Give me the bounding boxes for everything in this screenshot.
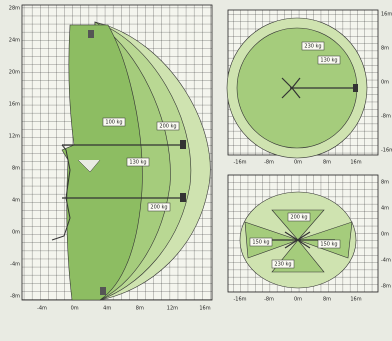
y-tick-label: 12m: [9, 134, 20, 140]
mast: [51, 144, 71, 241]
x-tick-label: -16m: [233, 160, 246, 166]
load-label: 200 kg: [159, 124, 176, 130]
label-box: [271, 259, 295, 269]
top-view: 230 kg 130 kg: [226, 9, 379, 159]
x-tick-label: 0m: [294, 297, 302, 303]
y-tick-label: -16m: [381, 148, 392, 154]
x-tick-label: 16m: [199, 306, 210, 312]
x-tick-label: -8m: [264, 297, 274, 303]
basket: [180, 140, 186, 149]
y-tick-label: -8m: [381, 284, 391, 290]
y-tick-label: 16m: [9, 102, 20, 108]
label-box: [317, 239, 341, 249]
side-view: 100 kg 200 kg 130 kg 200 kg: [21, 4, 213, 301]
y-tick-label: 0m: [12, 230, 20, 236]
x-tick-label: -8m: [264, 160, 274, 166]
chassis: [281, 77, 301, 99]
y-tick-label: 28m: [9, 6, 20, 12]
load-label: 200 kg: [150, 205, 167, 211]
label-box: [249, 237, 273, 247]
load-label: 130 kg: [129, 160, 146, 166]
load-label: 230 kg: [274, 262, 291, 268]
x-tick-label: 8m: [323, 297, 331, 303]
y-tick-label: 16m: [381, 12, 392, 18]
rotation-view: 200 kg 150 kg 150 kg 230 kg: [227, 174, 379, 293]
envelope-core: [61, 24, 143, 301]
x-tick-label: -16m: [233, 297, 246, 303]
basket: [353, 84, 358, 92]
y-tick-label: -8m: [381, 114, 391, 120]
x-tick-label: -4m: [37, 306, 47, 312]
y-tick-label: -4m: [381, 258, 391, 264]
load-label: 130 kg: [320, 58, 337, 64]
load-label-group: 100 kg 200 kg 130 kg 200 kg: [102, 117, 180, 212]
y-tick-label: 8m: [12, 166, 20, 172]
y-tick-label: 8m: [381, 180, 389, 186]
label-box: [102, 117, 126, 127]
load-label: 230 kg: [304, 44, 321, 50]
basket: [88, 30, 94, 38]
label-box: [287, 212, 311, 222]
x-tick-label: 8m: [323, 160, 331, 166]
x-tick-label: 0m: [71, 306, 79, 312]
y-tick-label: 8m: [381, 46, 389, 52]
y-tick-label: -4m: [10, 262, 20, 268]
x-tick-label: 0m: [294, 160, 302, 166]
x-tick-label: 16m: [350, 297, 361, 303]
y-tick-label: 4m: [381, 206, 389, 212]
x-tick-label: 4m: [103, 306, 111, 312]
label-box: [301, 41, 325, 51]
label-box: [126, 157, 150, 167]
x-tick-label: 12m: [167, 306, 178, 312]
y-tick-label: 24m: [9, 38, 20, 44]
load-label: 200 kg: [290, 215, 307, 221]
y-tick-label: 0m: [381, 232, 389, 238]
load-label: 150 kg: [252, 240, 269, 246]
x-tick-label: 8m: [136, 306, 144, 312]
notch: [77, 159, 101, 173]
basket: [100, 287, 106, 295]
load-label: 100 kg: [105, 120, 122, 126]
y-tick-label: 0m: [381, 80, 389, 86]
label-box: [147, 202, 171, 212]
y-tick-label: -8m: [10, 294, 20, 300]
y-tick-label: 20m: [9, 70, 20, 76]
label-box: [317, 55, 341, 65]
label-box: [156, 121, 180, 131]
load-label: 150 kg: [320, 242, 337, 248]
basket: [180, 193, 186, 202]
y-tick-label: 4m: [12, 198, 20, 204]
x-tick-label: 16m: [350, 160, 361, 166]
